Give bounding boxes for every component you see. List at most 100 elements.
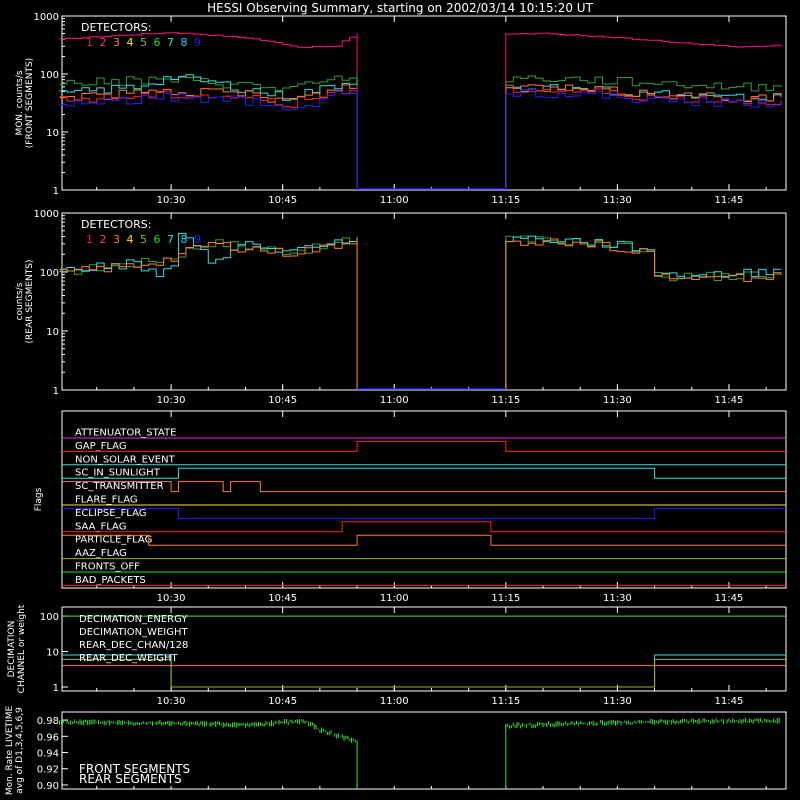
- legend-detector-6: 6: [154, 233, 161, 246]
- series-5-after-gap: [505, 75, 782, 190]
- flag-label-attenuator-state: ATTENUATOR_STATE: [75, 428, 176, 439]
- x-tick-label: 11:00: [380, 593, 409, 604]
- y-tick-label: 0.94: [37, 749, 59, 760]
- legend-detector-1: 1: [86, 233, 93, 246]
- y-axis-label: Mon. Rate LIVETIMEavg of D1,3,4,5,6,9: [5, 706, 25, 796]
- flag-label-saa-flag: SAA_FLAG: [75, 521, 126, 532]
- y-tick-label: 0.90: [37, 781, 59, 792]
- livetime-front-after-gap: [505, 717, 780, 729]
- x-tick-label: 11:45: [715, 395, 744, 406]
- x-tick-label: 11:45: [715, 195, 744, 206]
- flag-line-sc-in-sunlight: [62, 467, 786, 479]
- flag-line-sc-transmitter: [62, 481, 786, 493]
- figure-title: HESSI Observing Summary, starting on 200…: [207, 1, 593, 15]
- y-axis-label-line: CHANNEL or weight: [17, 604, 27, 693]
- flag-label-sc-transmitter: SC_TRANSMITTER: [75, 481, 164, 492]
- flag-label-gap-flag: GAP_FLAG: [75, 441, 127, 452]
- x-tick-label: 11:45: [715, 593, 744, 604]
- x-tick-label: 11:15: [491, 395, 520, 406]
- x-tick-label: 11:30: [603, 395, 632, 406]
- y-axis-label: MON. counts/s(FRONT SEGMENTS): [15, 58, 35, 148]
- y-axis-label-line: Mon. Rate LIVETIME: [5, 706, 15, 796]
- flag-label-particle-flag: PARTICLE_FLAG: [75, 535, 152, 546]
- rear-segments-panel: 1 10 100 1000 10:30 10:45 11:00 11:15 11:30 11:45…: [15, 209, 787, 406]
- y-tick-label: 1: [53, 683, 59, 694]
- series-5-before-gap: [59, 74, 358, 190]
- legend-detector-4: 4: [127, 233, 134, 246]
- legend-title: DETECTORS:: [81, 21, 151, 34]
- legend-detector-9: 9: [194, 36, 201, 49]
- legend-title: DETECTORS:: [81, 218, 151, 231]
- y-tick-label: 1: [53, 186, 59, 197]
- y-axis-label-line: (REAR SEGMENTS): [25, 259, 35, 343]
- legend-detector-6: 6: [154, 36, 161, 49]
- series-3-after-gap: [505, 238, 782, 390]
- legend-detector-2: 2: [100, 36, 107, 49]
- x-tick-label: 11:00: [380, 696, 409, 707]
- legend-detector-8: 8: [181, 36, 188, 49]
- series-7-before-gap: [59, 232, 358, 390]
- livetime-legend-front-segments: FRONT SEGMENTS: [79, 762, 190, 776]
- flag-label-sc-in-sunlight: SC_IN_SUNLIGHT: [75, 468, 161, 479]
- x-tick-label: 10:45: [268, 593, 297, 604]
- y-axis-label-line: Flags: [34, 487, 44, 511]
- y-axis-label-line: DECIMATION: [7, 621, 17, 678]
- legend-detector-7: 7: [167, 233, 174, 246]
- y-tick-label: 0.96: [37, 732, 59, 743]
- series-5-after-gap: [505, 235, 782, 390]
- plot-frame: [61, 606, 787, 692]
- flag-line-particle-flag: [62, 534, 786, 546]
- decimation-series-rear-dec-weight: [62, 658, 786, 688]
- legend-detector-4: 4: [127, 36, 134, 49]
- plot-frame: [61, 711, 787, 790]
- livetime-legend-rear-segments: REAR SEGMENTS: [79, 772, 182, 786]
- series-9-after-gap: [505, 32, 782, 190]
- legend-detector-3: 3: [113, 36, 120, 49]
- plot-frame: [61, 212, 787, 391]
- series-7-after-gap: [505, 84, 782, 190]
- x-tick-label: 11:15: [491, 195, 520, 206]
- x-tick-label: 10:30: [157, 593, 186, 604]
- legend-detector-7: 7: [167, 36, 174, 49]
- y-axis-label-line: counts/s: [15, 282, 25, 320]
- series-9-before-gap: [59, 32, 358, 190]
- livetime-front-before-gap: [59, 718, 356, 743]
- flags-panel: 10:30 10:45 11:00 11:15 11:30 11:45 Flags ATTEN…: [34, 410, 787, 604]
- decimation-legend-decimation-energy: DECIMATION_ENERGY: [79, 614, 188, 625]
- y-axis-label-line: avg of D1,3,4,5,6,9: [15, 707, 25, 794]
- x-tick-label: 11:00: [380, 195, 409, 206]
- series-8-after-gap: [505, 88, 782, 190]
- plot-frame: [61, 15, 787, 191]
- y-tick-label: 1000: [34, 12, 59, 23]
- legend-detector-1: 1: [86, 36, 93, 49]
- y-tick-label: 1: [53, 386, 59, 397]
- decimation-panel: 10:30 10:45 11:00 11:15 11:30 11:45 DECIMATION…: [7, 604, 787, 707]
- flag-label-bad-packets: BAD_PACKETS: [75, 575, 146, 586]
- y-tick-label: 1000: [34, 209, 59, 220]
- x-tick-label: 10:45: [268, 195, 297, 206]
- y-axis-label: counts/s(REAR SEGMENTS): [15, 259, 35, 343]
- x-tick-label: 11:30: [603, 593, 632, 604]
- flag-label-eclipse-flag: ECLIPSE_FLAG: [75, 508, 146, 519]
- y-axis-label: Flags: [34, 487, 44, 511]
- flag-label-fronts-off: FRONTS_OFF: [75, 562, 140, 573]
- series-7-before-gap: [59, 74, 358, 190]
- x-tick-label: 11:15: [491, 593, 520, 604]
- plot-frame: [61, 410, 787, 589]
- flag-label-flare-flag: FLARE_FLAG: [75, 495, 138, 506]
- y-tick-label: 100: [40, 70, 59, 81]
- x-tick-label: 11:45: [715, 696, 744, 707]
- series-3-before-gap: [59, 239, 358, 390]
- flag-line-eclipse-flag: [62, 507, 786, 519]
- legend-detector-5: 5: [140, 233, 147, 246]
- x-tick-label: 11:15: [491, 696, 520, 707]
- legend-detector-5: 5: [140, 36, 147, 49]
- legend-detector-8: 8: [181, 233, 188, 246]
- y-tick-label: 100: [40, 612, 59, 623]
- series-8-before-gap: [59, 86, 358, 190]
- decimation-legend-decimation-weight: DECIMATION_WEIGHT: [79, 627, 188, 638]
- y-axis-label-line: (FRONT SEGMENTS): [25, 58, 35, 148]
- y-tick-label: 0.92: [37, 765, 59, 776]
